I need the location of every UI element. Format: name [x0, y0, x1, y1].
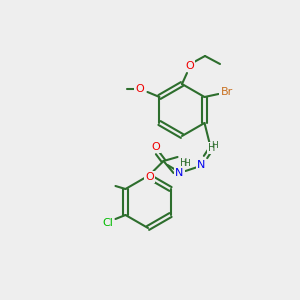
Text: O: O — [151, 142, 160, 152]
Text: N: N — [175, 168, 184, 178]
Text: H: H — [211, 142, 218, 151]
Text: O: O — [145, 172, 154, 182]
Text: Cl: Cl — [102, 218, 113, 228]
Text: H: H — [183, 158, 190, 167]
Text: O: O — [145, 172, 154, 182]
Text: O: O — [186, 61, 194, 71]
Text: Cl: Cl — [102, 218, 113, 228]
Text: H: H — [180, 158, 187, 168]
Text: H: H — [208, 143, 215, 153]
Text: O: O — [135, 84, 144, 94]
Text: O: O — [186, 61, 194, 71]
Text: Br: Br — [220, 87, 232, 97]
Text: O: O — [135, 84, 144, 94]
Text: O: O — [151, 142, 160, 152]
Text: N: N — [175, 168, 184, 178]
Text: N: N — [197, 160, 206, 170]
Text: N: N — [197, 160, 206, 170]
Text: Br: Br — [220, 87, 232, 97]
